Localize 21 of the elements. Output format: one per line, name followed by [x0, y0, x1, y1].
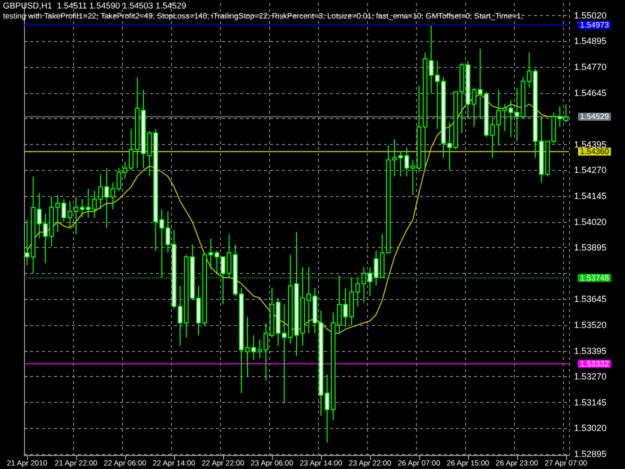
- y-tick-label: 1.53645: [574, 294, 607, 304]
- y-tick-label: 1.54020: [574, 216, 607, 227]
- y-tick-label: 1.53020: [574, 423, 607, 434]
- y-tick-label: 1.53395: [574, 346, 607, 356]
- y-tick-label: 1.54270: [574, 165, 607, 176]
- y-tick-label: 1.52895: [574, 448, 607, 459]
- ref-line-label: 1.53332: [580, 359, 610, 368]
- y-tick-label: 1.53895: [574, 242, 607, 253]
- ref-line-label: 1.53748: [580, 273, 610, 282]
- y-tick-label: 1.54145: [574, 190, 607, 201]
- y-tick-label: 1.54895: [574, 36, 607, 46]
- y-tick-label: 1.55020: [574, 10, 607, 20]
- ref-line-label: 1.54529: [580, 112, 610, 122]
- y-tick-label: 1.54395: [574, 139, 607, 150]
- ref-line-label: 1.54973: [580, 20, 610, 30]
- y-tick-label: 1.54770: [574, 62, 607, 72]
- y-tick-label: 1.53270: [574, 372, 607, 382]
- ref-line-label: 1.54360: [580, 147, 610, 156]
- y-tick-label: 1.54645: [574, 88, 607, 98]
- y-tick-label: 1.53145: [574, 397, 607, 408]
- y-tick-label: 1.53520: [574, 320, 607, 330]
